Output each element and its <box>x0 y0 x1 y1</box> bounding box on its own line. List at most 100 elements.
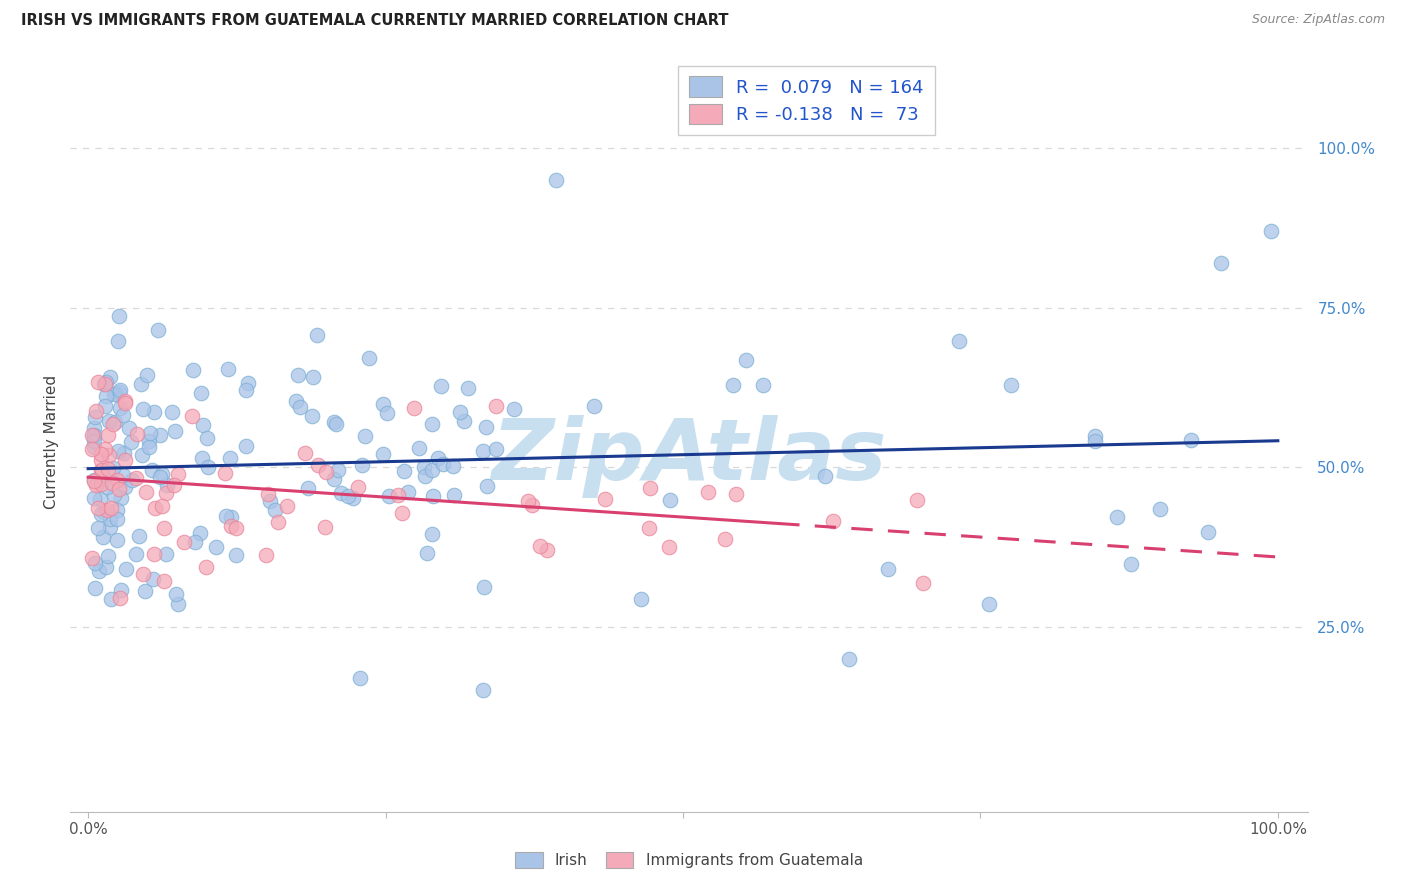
Point <box>350 458 373 472</box>
Point <box>536 543 558 558</box>
Point <box>90 446 112 460</box>
Point <box>125 426 148 441</box>
Point <box>91 530 114 544</box>
Point <box>297 482 319 496</box>
Point <box>105 473 128 487</box>
Point <box>135 485 157 500</box>
Point <box>1211 256 1233 270</box>
Point <box>472 580 495 594</box>
Point <box>87 564 110 578</box>
Point <box>267 515 290 529</box>
Point <box>103 488 125 502</box>
Point <box>128 529 150 543</box>
Point <box>90 477 112 491</box>
Point <box>595 491 617 506</box>
Point <box>149 469 172 483</box>
Point <box>87 375 110 389</box>
Point <box>184 535 207 549</box>
Point <box>215 508 238 523</box>
Point <box>1105 510 1128 524</box>
Y-axis label: Currently Married: Currently Married <box>44 375 59 508</box>
Point <box>751 378 773 392</box>
Point <box>264 503 287 517</box>
Point <box>107 310 129 324</box>
Point <box>219 518 242 533</box>
Point <box>138 440 160 454</box>
Point <box>94 442 117 457</box>
Point <box>235 439 257 453</box>
Point <box>132 402 155 417</box>
Point <box>443 458 465 473</box>
Point <box>471 683 494 698</box>
Point <box>83 420 105 434</box>
Point <box>503 401 526 416</box>
Point <box>93 376 115 391</box>
Point <box>121 473 143 487</box>
Point <box>353 429 375 443</box>
Point <box>149 428 172 442</box>
Point <box>86 501 108 516</box>
Point <box>218 450 240 465</box>
Point <box>163 478 186 492</box>
Point <box>387 488 409 502</box>
Point <box>1180 433 1202 447</box>
Point <box>191 451 214 466</box>
Point <box>1260 224 1282 238</box>
Point <box>301 409 323 423</box>
Point <box>93 377 115 392</box>
Point <box>236 376 259 390</box>
Point <box>287 368 309 383</box>
Point <box>94 559 117 574</box>
Point <box>1084 434 1107 449</box>
Point <box>235 383 257 397</box>
Point <box>83 434 105 448</box>
Point <box>302 369 325 384</box>
Point <box>516 494 538 508</box>
Point <box>83 427 105 442</box>
Point <box>638 521 661 535</box>
Point <box>259 494 281 508</box>
Point <box>426 450 449 465</box>
Point <box>1149 501 1171 516</box>
Point <box>125 471 148 485</box>
Point <box>413 459 436 474</box>
Point <box>96 503 118 517</box>
Point <box>150 467 173 481</box>
Point <box>290 400 312 414</box>
Point <box>114 394 136 409</box>
Point <box>114 480 136 494</box>
Point <box>349 671 371 685</box>
Point <box>142 572 165 586</box>
Point <box>453 413 475 427</box>
Point <box>1000 378 1022 392</box>
Point <box>98 520 121 534</box>
Point <box>183 363 205 377</box>
Point <box>108 385 131 400</box>
Point <box>544 173 567 187</box>
Point <box>105 512 128 526</box>
Point <box>131 448 153 462</box>
Text: IRISH VS IMMIGRANTS FROM GUATEMALA CURRENTLY MARRIED CORRELATION CHART: IRISH VS IMMIGRANTS FROM GUATEMALA CURRE… <box>21 13 728 29</box>
Point <box>416 546 439 560</box>
Point <box>326 462 349 476</box>
Point <box>112 467 135 482</box>
Legend: Irish, Immigrants from Guatemala: Irish, Immigrants from Guatemala <box>509 847 869 874</box>
Point <box>94 389 117 403</box>
Point <box>93 504 115 518</box>
Point <box>276 499 298 513</box>
Point <box>90 475 112 489</box>
Point <box>420 417 443 431</box>
Point <box>167 597 190 611</box>
Text: ZipAtlas: ZipAtlas <box>491 415 887 498</box>
Point <box>173 534 195 549</box>
Point <box>420 527 443 541</box>
Point <box>219 509 242 524</box>
Point <box>100 501 122 516</box>
Point <box>114 396 136 410</box>
Point <box>181 409 204 423</box>
Point <box>83 475 105 489</box>
Point <box>96 480 118 494</box>
Point <box>112 408 135 422</box>
Point <box>347 480 370 494</box>
Point <box>485 442 508 456</box>
